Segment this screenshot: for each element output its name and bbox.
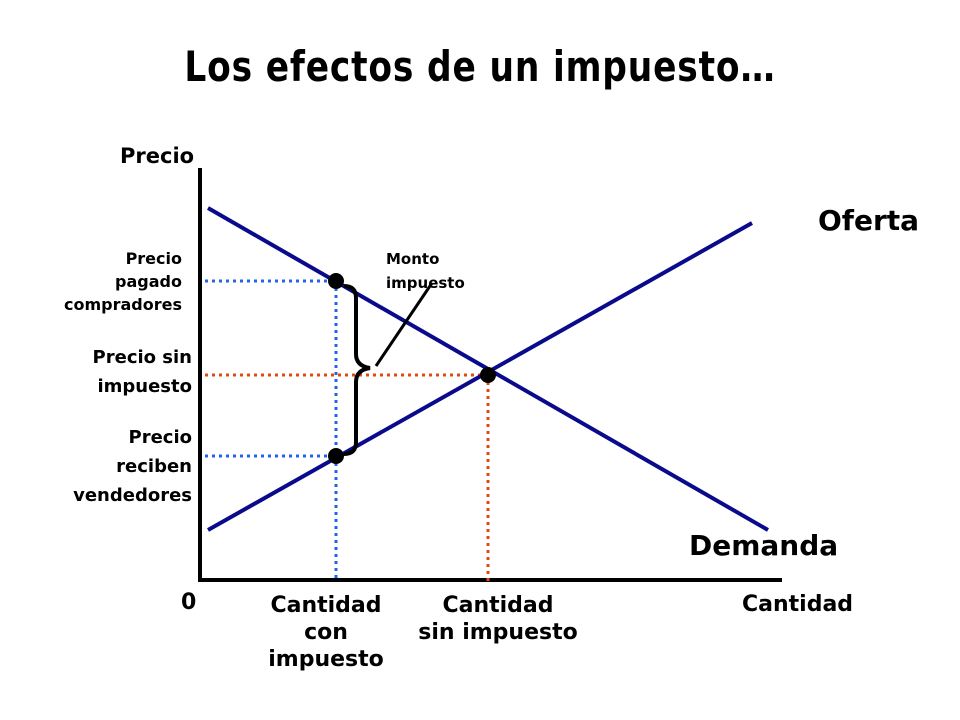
- tax-amount-line-1: Monto: [386, 250, 440, 268]
- equilibrium-point: [480, 367, 496, 383]
- quantity-without-tax-line-1: Cantidad: [442, 593, 554, 618]
- demand-label: Demanda: [689, 529, 839, 562]
- origin-label: 0: [181, 590, 197, 615]
- quantity-with-tax-line-2: con: [304, 620, 348, 645]
- tax-amount-label: Monto impuesto: [386, 247, 465, 295]
- buyers-price-point: [328, 273, 344, 289]
- page-title: Los efectos de un impuesto…: [184, 42, 776, 91]
- supply-curve: [207, 221, 753, 532]
- sellers-price-point: [328, 448, 344, 464]
- tax-pointer-line: [374, 282, 434, 367]
- sellers-price-line-1: Precio: [128, 427, 192, 448]
- x-axis-label: Cantidad: [742, 592, 854, 617]
- buyers-price-line-2: pagado: [115, 272, 182, 291]
- quantity-without-tax-line-2: sin impuesto: [418, 620, 578, 645]
- tax-brace: [343, 284, 371, 456]
- supply-label: Oferta: [818, 204, 920, 237]
- y-axis-label: Precio: [120, 144, 195, 168]
- quantity-with-tax-line-1: Cantidad: [270, 593, 382, 618]
- buyers-price-line-3: compradores: [64, 295, 182, 314]
- buyers-price-label: Precio pagado compradores: [30, 247, 182, 316]
- tax-amount-line-2: impuesto: [386, 274, 465, 292]
- sellers-price-line-2: reciben: [116, 456, 192, 477]
- buyers-price-line-1: Precio: [125, 249, 182, 268]
- sellers-price-line-3: vendedores: [73, 485, 192, 506]
- quantity-without-tax-label: Cantidad sin impuesto: [398, 592, 598, 646]
- quantity-with-tax-line-3: impuesto: [268, 647, 384, 672]
- no-tax-price-line-2: impuesto: [97, 376, 192, 397]
- sellers-price-label: Precio reciben vendedores: [30, 423, 192, 510]
- quantity-with-tax-label: Cantidad con impuesto: [246, 592, 406, 673]
- no-tax-price-label: Precio sin impuesto: [30, 343, 192, 401]
- no-tax-price-line-1: Precio sin: [92, 347, 192, 368]
